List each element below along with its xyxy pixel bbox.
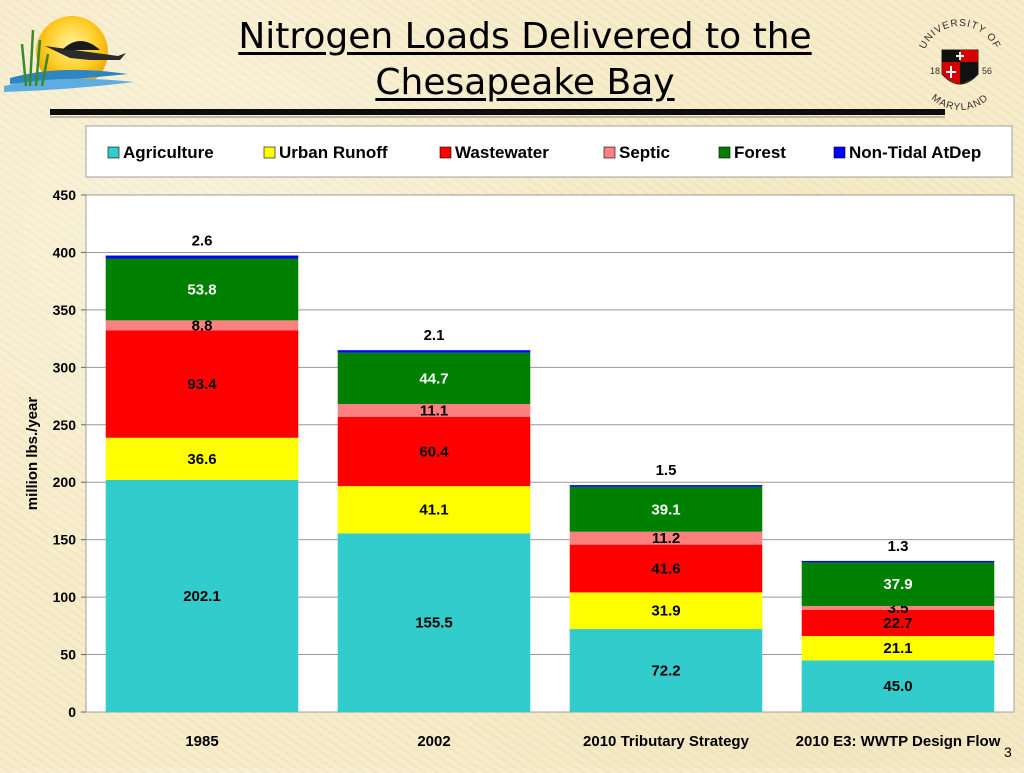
data-label-0-5: 2.6 — [192, 233, 213, 250]
bar-0-2 — [105, 330, 299, 438]
legend-swatch-1 — [263, 146, 276, 159]
data-label-3-4: 37.9 — [883, 576, 912, 593]
bar-0-1 — [105, 437, 299, 480]
legend-swatch-5 — [833, 146, 846, 159]
bar-0-4 — [105, 258, 299, 321]
bar-3-2 — [801, 609, 995, 637]
data-label-1-0: 155.5 — [415, 615, 453, 632]
legend-label-0: Agriculture — [123, 143, 214, 162]
page-number: 3 — [1004, 744, 1012, 760]
y-axis-label: million lbs./year — [24, 397, 41, 511]
x-tick-label-1: 2002 — [417, 733, 450, 750]
y-tick-label-6: 300 — [53, 359, 77, 375]
bar-3-5 — [801, 560, 995, 563]
data-label-3-1: 21.1 — [883, 640, 912, 657]
y-tick-label-9: 450 — [53, 187, 77, 203]
bar-2-0 — [569, 629, 763, 712]
bar-1-5 — [337, 350, 531, 353]
stacked-bar-chart: Agriculture Urban Runoff Wastewater Septic F… — [24, 125, 1015, 750]
data-label-0-0: 202.1 — [183, 588, 221, 605]
bar-2-4 — [569, 486, 763, 532]
data-label-1-2: 60.4 — [419, 443, 449, 460]
slide-title: Nitrogen Loads Delivered to the Chesapea… — [180, 14, 870, 106]
university-seal-logo: UNIVERSITY OF MARYLAND 18 56 — [900, 12, 1020, 113]
slide-title-line1: Nitrogen Loads Delivered to the — [238, 16, 812, 57]
data-label-0-3: 8.8 — [192, 317, 213, 334]
legend-box — [85, 125, 1013, 178]
bar-3-4 — [801, 562, 995, 606]
x-tick-label-0: 1985 — [185, 733, 218, 750]
bar-0-3 — [105, 320, 299, 331]
data-label-3-5: 1.3 — [888, 538, 909, 555]
bar-1-3 — [337, 403, 531, 417]
data-label-3-0: 45.0 — [883, 678, 912, 695]
title-divider — [50, 109, 945, 115]
bar-1-4 — [337, 352, 531, 404]
bar-1-0 — [337, 533, 531, 712]
umd-seal-icon: UNIVERSITY OF MARYLAND 18 56 — [918, 18, 1003, 113]
bar-2-5 — [569, 485, 763, 487]
legend-label-3: Septic — [619, 143, 670, 162]
legend-label-5: Non-Tidal AtDep — [849, 143, 981, 162]
y-tick-label-8: 400 — [53, 244, 77, 260]
y-tick-label-4: 200 — [53, 474, 77, 490]
data-label-1-5: 2.1 — [424, 327, 445, 344]
data-label-2-0: 72.2 — [651, 663, 680, 680]
data-label-1-4: 44.7 — [419, 370, 448, 387]
y-tick-label-3: 150 — [53, 532, 77, 548]
bar-0-0 — [105, 479, 299, 712]
seal-year-left: 18 — [930, 66, 940, 76]
data-label-3-2: 22.7 — [883, 615, 912, 632]
y-tick-label-1: 50 — [60, 647, 76, 663]
bar-3-3 — [801, 605, 995, 610]
legend-label-4: Forest — [734, 143, 786, 162]
y-tick-label-7: 350 — [53, 302, 77, 318]
data-label-2-1: 31.9 — [651, 603, 680, 620]
seal-year-right: 56 — [982, 66, 992, 76]
bar-0-5 — [105, 255, 299, 259]
data-label-2-5: 1.5 — [656, 462, 677, 479]
y-tick-label-0: 0 — [68, 704, 76, 720]
legend-swatch-3 — [603, 146, 616, 159]
y-tick-label-5: 250 — [53, 417, 77, 433]
bar-2-2 — [569, 544, 763, 593]
slide-title-line2: Chesapeake Bay — [375, 62, 675, 103]
legend-swatch-0 — [107, 146, 120, 159]
x-tick-label-3: 2010 E3: WWTP Design Flow — [796, 733, 1001, 750]
seal-top-text: UNIVERSITY OF — [918, 18, 1002, 51]
bar-3-1 — [801, 636, 995, 661]
bay-program-logo — [0, 0, 140, 100]
bar-1-1 — [337, 486, 531, 534]
y-tick-label-2: 100 — [53, 589, 77, 605]
bar-2-3 — [569, 531, 763, 545]
bar-2-1 — [569, 592, 763, 630]
data-label-1-3: 11.1 — [420, 402, 448, 419]
x-tick-label-2: 2010 Tributary Strategy — [583, 733, 750, 750]
data-label-1-1: 41.1 — [419, 502, 448, 519]
legend-label-1: Urban Runoff — [279, 143, 388, 162]
legend-swatch-2 — [439, 146, 452, 159]
data-label-2-4: 39.1 — [651, 501, 680, 518]
svg-text:UNIVERSITY OF: UNIVERSITY OF — [918, 18, 1003, 51]
bar-3-0 — [801, 660, 995, 712]
data-label-0-2: 93.4 — [187, 376, 217, 393]
legend-swatch-4 — [718, 146, 731, 159]
chart-container: Agriculture Urban Runoff Wastewater Septic F… — [0, 120, 1024, 768]
data-label-0-1: 36.6 — [187, 451, 216, 468]
data-label-2-3: 11.2 — [652, 530, 680, 547]
title-divider-shadow — [50, 116, 945, 118]
data-label-2-2: 41.6 — [651, 561, 680, 578]
goose-sun-logo-icon — [4, 16, 134, 92]
bar-1-2 — [337, 416, 531, 487]
legend-label-2: Wastewater — [455, 143, 549, 162]
data-label-0-4: 53.8 — [187, 281, 216, 298]
